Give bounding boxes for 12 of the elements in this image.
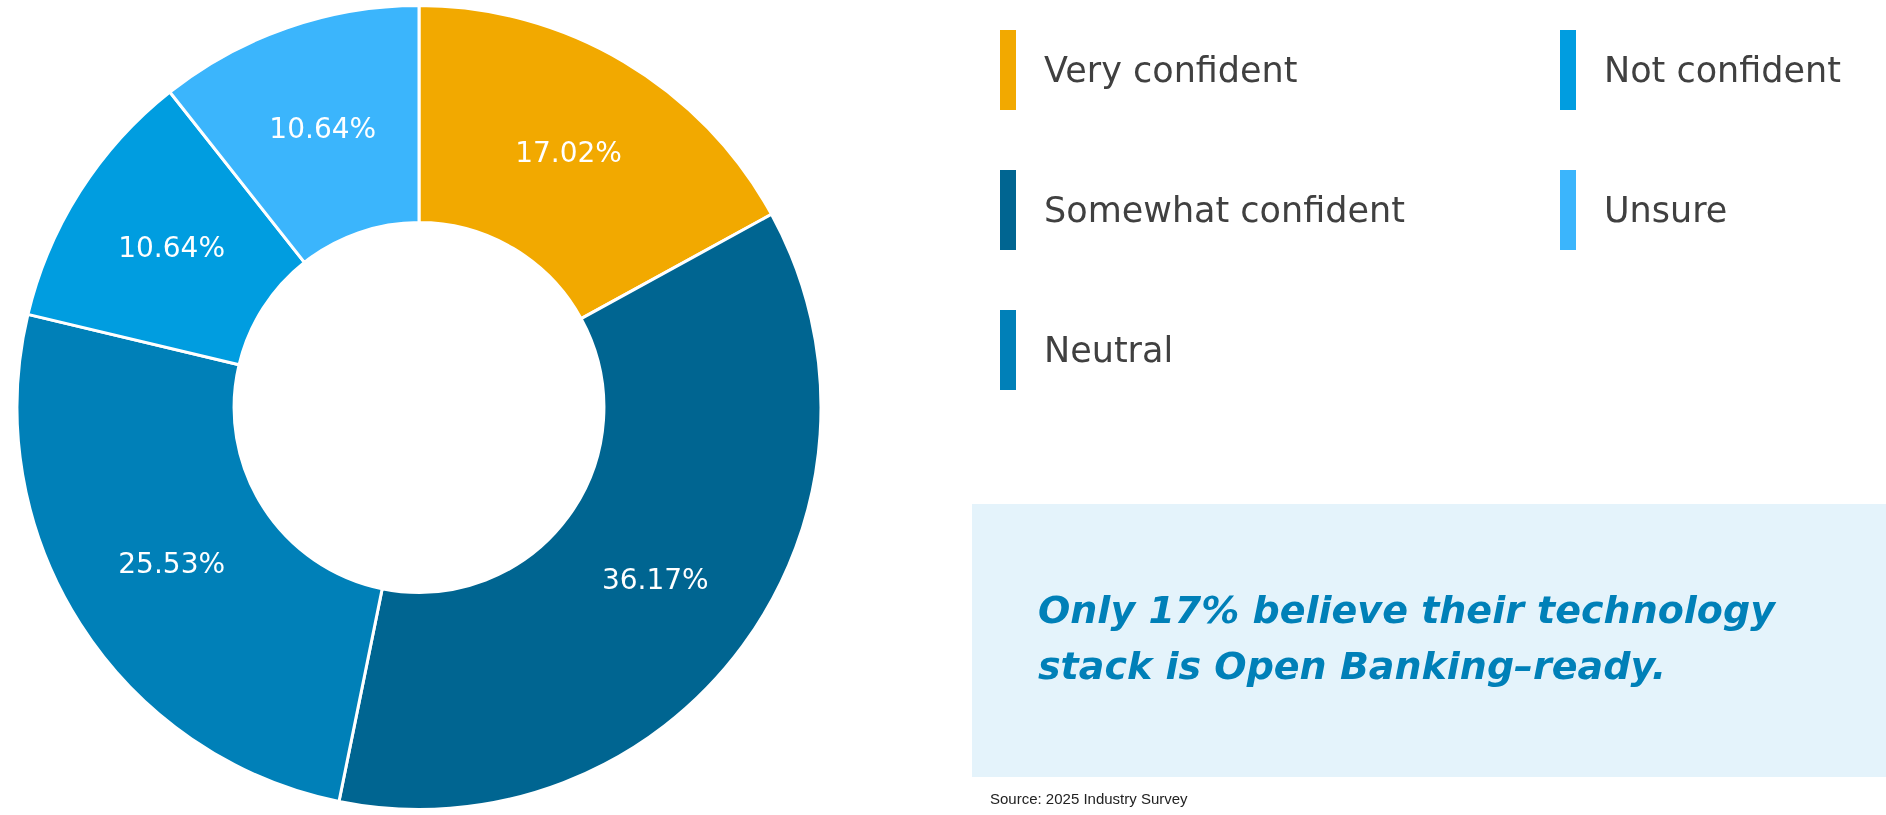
text: Only 17% believe their technology stack is Open Banking–ready. <box>972 504 1886 777</box>
data-label: 25.53% <box>118 546 226 580</box>
data-label: 10.64% <box>118 230 225 264</box>
data-label: 36.17% <box>601 562 709 596</box>
data-label: 10.64% <box>269 111 377 145</box>
data-label: 17.02% <box>515 136 622 170</box>
legend-label: Not confident <box>1604 50 1841 90</box>
legend-label: Neutral <box>1044 330 1174 370</box>
source-note: Source: 2025 Industry Survey <box>990 790 1188 807</box>
legend-label: Somewhat confident <box>1044 190 1405 230</box>
legend-label: Unsure <box>1604 190 1728 230</box>
legend-label: Very confident <box>1044 50 1298 90</box>
